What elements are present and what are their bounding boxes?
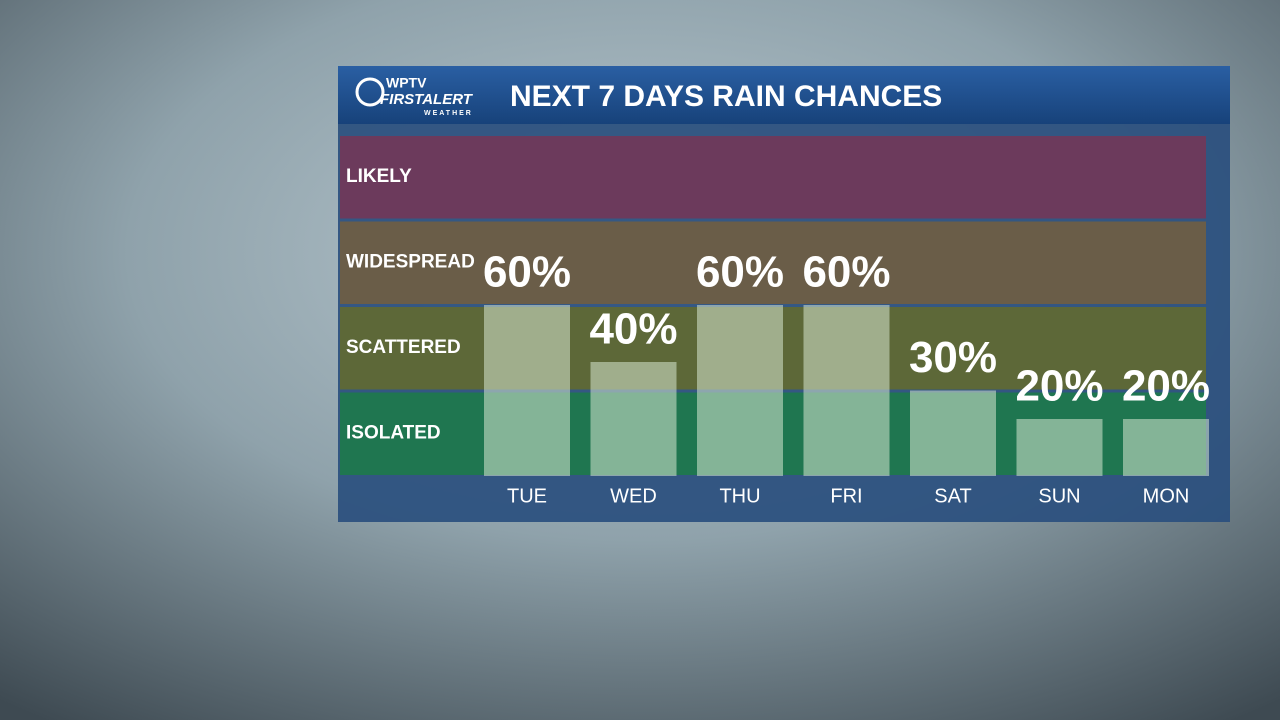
bar [1123, 419, 1209, 476]
band-label: ISOLATED [346, 422, 441, 443]
logo-brand: FIRSTALERT [380, 91, 474, 108]
x-tick-label: MON [1143, 485, 1190, 507]
band-label: LIKELY [346, 166, 412, 187]
logo-sub: WEATHER [424, 110, 473, 117]
bar [910, 390, 996, 476]
bar [803, 305, 890, 476]
chart-title: NEXT 7 DAYS RAIN CHANCES [510, 80, 942, 113]
band [340, 221, 1206, 304]
band-label: SCATTERED [346, 337, 461, 358]
bar [697, 305, 783, 476]
bar [590, 362, 677, 476]
band-label: WIDESPREAD [346, 251, 475, 272]
x-tick-label: SUN [1038, 485, 1080, 507]
value-label: 30% [909, 333, 997, 382]
value-label: 60% [483, 248, 571, 297]
value-label: 60% [802, 248, 890, 297]
x-tick-label: FRI [830, 485, 862, 507]
x-tick-label: WED [610, 485, 657, 507]
value-label: 60% [696, 248, 784, 297]
plot: ISOLATED SCATTERED WIDESPREAD LIKELY 60% TUE 4… [340, 136, 1210, 507]
logo-icon [355, 77, 385, 107]
value-label: 20% [1015, 362, 1103, 411]
bar [1016, 419, 1103, 476]
x-tick-label: THU [719, 485, 760, 507]
header-bar [338, 66, 1230, 124]
bar [484, 305, 570, 476]
x-tick-label: SAT [934, 485, 971, 507]
value-label: 40% [589, 305, 677, 354]
x-tick-label: TUE [507, 485, 547, 507]
logo-station: WPTV [386, 75, 427, 91]
value-label: 20% [1122, 362, 1210, 411]
band [340, 136, 1206, 219]
